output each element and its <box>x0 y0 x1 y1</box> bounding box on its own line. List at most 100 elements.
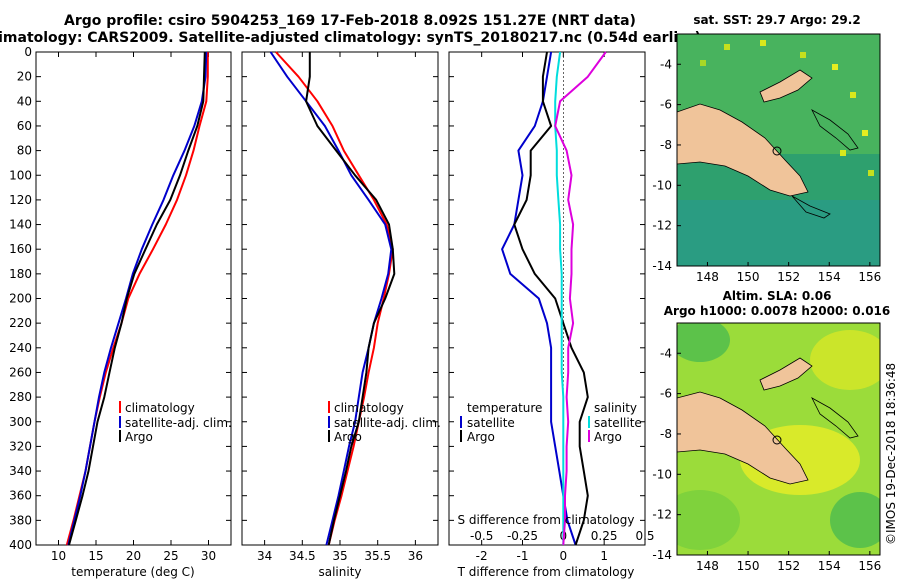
sla-map-ticks: 148 150 152 154 156 -4 -6 -8 -10 -12 -14 <box>652 346 881 573</box>
sst-map-field <box>677 34 880 266</box>
sst-pixel <box>700 60 706 66</box>
x-tick-label: 36 <box>408 549 423 563</box>
map-y-tick-label: -12 <box>652 508 672 522</box>
figure-title-line1: Argo profile: csiro 5904253_169 17-Feb-2… <box>64 13 636 29</box>
map-x-tick-label: 152 <box>777 270 800 284</box>
sst-pixel <box>800 52 806 58</box>
new-guinea-land <box>677 391 809 485</box>
map-x-tick-label: 148 <box>696 559 719 573</box>
legend-label-climatology: climatology <box>334 401 404 415</box>
sst-map-frame <box>676 33 881 267</box>
legend-label-s-argo: Argo <box>594 430 622 444</box>
sla-low-blob <box>677 323 730 362</box>
x-tick-label: 34 <box>257 549 272 563</box>
map-y-tick-label: -8 <box>660 427 672 441</box>
sla-map <box>676 322 881 556</box>
map-y-tick-label: -10 <box>652 178 672 192</box>
series-line-argo <box>305 52 396 546</box>
map-x-tick-label: 152 <box>777 559 800 573</box>
y-tick-label: 200 <box>9 292 32 306</box>
series-line-temperature-argo <box>513 51 589 546</box>
sst-pixel <box>724 44 730 50</box>
bougainville-coast <box>811 397 859 439</box>
s-tick-label: -0.25 <box>507 529 538 543</box>
salinity-legend: climatology satellite-adj. clim. Argo <box>328 401 441 444</box>
new-britain-land <box>759 69 813 103</box>
x-tick-label: 34.5 <box>289 549 316 563</box>
y-tick-label: 180 <box>9 267 32 281</box>
legend-label-argo: Argo <box>334 430 362 444</box>
map-y-tick-label: -10 <box>652 467 672 481</box>
sla-high-blob <box>810 330 880 390</box>
map-y-tick-label: -6 <box>660 98 672 112</box>
sst-pixel <box>760 40 766 46</box>
y-tick-label: 220 <box>9 316 32 330</box>
difference-plot: -2 -1 0 1-0.5 -0.25 0 0.25 0.5 <box>449 51 655 563</box>
sst-cool-region <box>677 200 880 266</box>
sst-pixel <box>840 150 846 156</box>
series-line-salinity-argo <box>554 51 607 546</box>
sst-map <box>676 33 881 267</box>
new-guinea-land <box>677 103 809 197</box>
y-tick-label: 320 <box>9 439 32 453</box>
s-tick-label: -0.5 <box>470 529 493 543</box>
x-tick-label: 0 <box>560 549 568 563</box>
legend-label-satellite: satellite-adj. clim. <box>334 416 441 430</box>
x-tick-label: 1 <box>600 549 608 563</box>
bougainville-coast <box>811 109 859 151</box>
sst-map-ticks: 148 150 152 154 156 -4 -6 -8 -10 -12 -14 <box>652 57 881 284</box>
y-tick-label: 40 <box>17 94 32 108</box>
salinity-plot: 34 34.5 35 35.5 36 <box>242 51 438 563</box>
legend-label-t-argo: Argo <box>467 430 495 444</box>
series-line-satellite-adj-clim- <box>269 51 393 546</box>
temperature-plot: 10 15 20 25 30020406080100120140160180200220… <box>9 45 231 563</box>
map-x-tick-label: 150 <box>737 559 760 573</box>
y-tick-label: 160 <box>9 242 32 256</box>
y-tick-label: 60 <box>17 119 32 133</box>
temperature-xlabel: temperature (deg C) <box>71 565 194 579</box>
map-y-tick-label: -4 <box>660 346 672 360</box>
x-tick-label: 20 <box>126 549 141 563</box>
sla-low-blob <box>830 492 880 548</box>
y-tick-label: 140 <box>9 218 32 232</box>
y-tick-label: 20 <box>17 70 32 84</box>
map-x-tick-label: 154 <box>818 270 841 284</box>
sla-mid-blob <box>677 490 740 550</box>
y-tick-label: 300 <box>9 415 32 429</box>
difference-legend: temperature satellite Argo salinity sate… <box>460 401 642 444</box>
legend-label-argo: Argo <box>125 430 153 444</box>
legend-title-temperature: temperature <box>467 401 542 415</box>
map-x-tick-label: 150 <box>737 270 760 284</box>
y-tick-label: 260 <box>9 365 32 379</box>
map-y-tick-label: -8 <box>660 138 672 152</box>
series-line-climatology <box>275 51 394 546</box>
x-tick-label: 35 <box>332 549 347 563</box>
legend-label-satellite: satellite-adj. clim. <box>125 416 232 430</box>
map-y-tick-label: -14 <box>652 259 672 273</box>
x-tick-label: 30 <box>201 549 216 563</box>
new-britain-land <box>759 357 813 391</box>
sst-pixel <box>868 170 874 176</box>
island-coast <box>791 195 831 219</box>
temperature-panel-frame <box>35 51 232 546</box>
sla-map-field <box>677 323 880 550</box>
s-tick-label: 0.25 <box>591 529 618 543</box>
y-tick-label: 120 <box>9 193 32 207</box>
legend-label-climatology: climatology <box>125 401 195 415</box>
argo-location-marker <box>772 435 782 445</box>
map-y-tick-label: -6 <box>660 387 672 401</box>
salinity-panel-frame <box>241 51 439 546</box>
map-x-tick-label: 156 <box>858 270 881 284</box>
difference-xlabel: T difference from climatology <box>457 565 635 579</box>
map-x-tick-label: 148 <box>696 270 719 284</box>
difference-panel-frame <box>448 51 646 546</box>
credit-label: ©IMOS 19-Dec-2018 18:36:48 <box>884 363 898 545</box>
y-tick-label: 280 <box>9 390 32 404</box>
series-line-salinity-satellite <box>554 51 565 545</box>
x-tick-label: 25 <box>163 549 178 563</box>
s-difference-label: S difference from climatology <box>458 513 635 527</box>
sst-map-title: sat. SST: 29.7 Argo: 29.2 <box>693 13 860 27</box>
sla-map-title-line1: Altim. SLA: 0.06 <box>723 289 832 303</box>
map-x-tick-label: 154 <box>818 559 841 573</box>
